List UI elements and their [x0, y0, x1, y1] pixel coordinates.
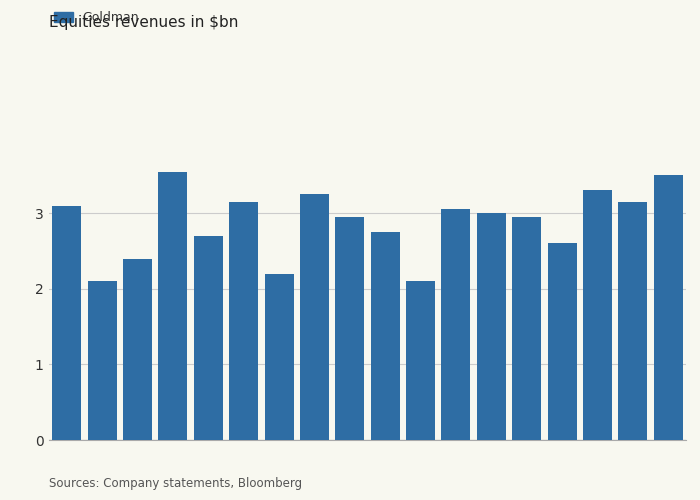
Bar: [477, 213, 506, 440]
Bar: [52, 206, 81, 440]
Bar: [88, 281, 117, 440]
Bar: [406, 281, 435, 440]
Bar: [442, 210, 470, 440]
Bar: [547, 244, 577, 440]
Bar: [229, 202, 258, 440]
Text: Sources: Company statements, Bloomberg: Sources: Company statements, Bloomberg: [49, 477, 302, 490]
Bar: [583, 190, 612, 440]
Bar: [654, 176, 682, 440]
Bar: [300, 194, 329, 440]
Bar: [194, 236, 223, 440]
Bar: [123, 258, 152, 440]
Bar: [512, 217, 541, 440]
Bar: [265, 274, 293, 440]
Legend: Goldman: Goldman: [49, 6, 144, 29]
Bar: [335, 217, 364, 440]
Text: Equities revenues in $bn: Equities revenues in $bn: [49, 15, 239, 30]
Bar: [371, 232, 400, 440]
Bar: [158, 172, 188, 440]
Bar: [618, 202, 648, 440]
